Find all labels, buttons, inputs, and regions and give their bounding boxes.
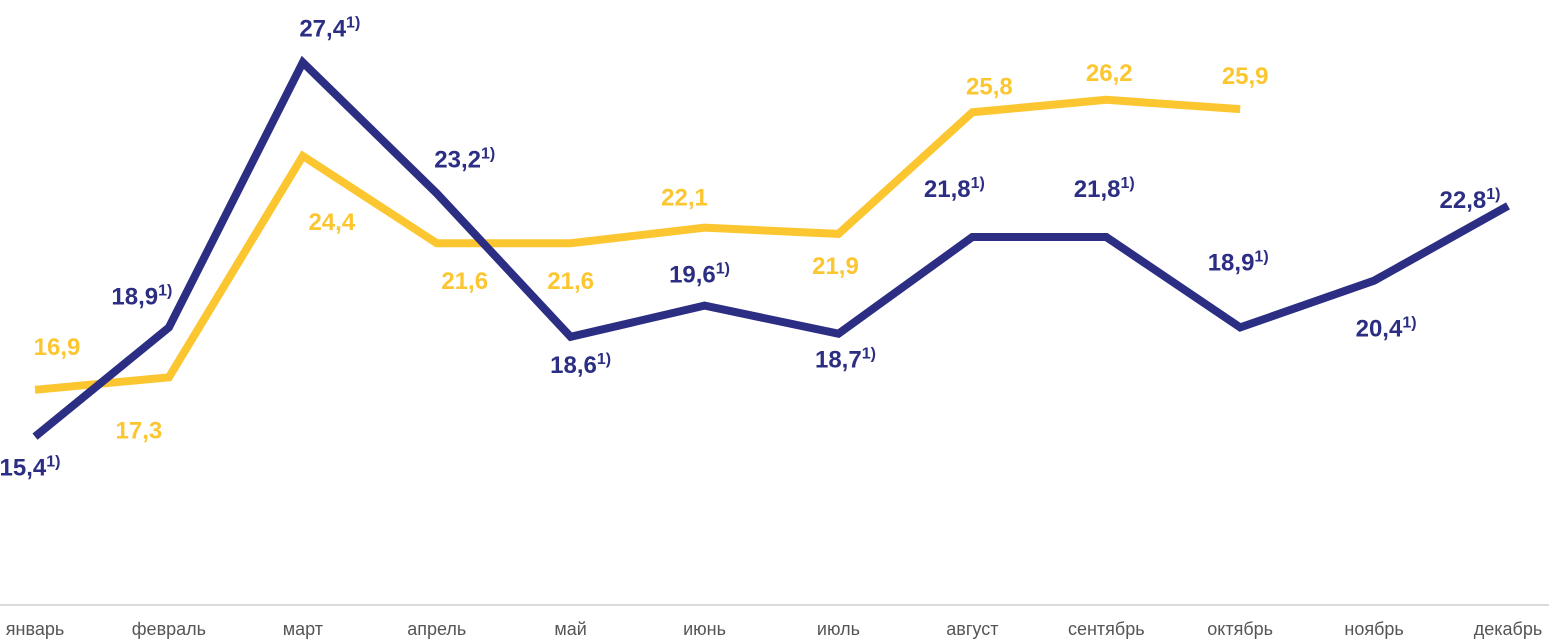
x-tick-label: июль	[817, 619, 860, 639]
value-label-text: 23,2	[434, 147, 481, 174]
footnote-mark: 1)	[716, 261, 730, 278]
footnote-mark: 1)	[971, 175, 985, 192]
value-label: 22,1	[661, 185, 708, 212]
value-label-text: 21,8	[924, 176, 971, 203]
value-label-text: 21,6	[547, 269, 594, 296]
value-label-text: 21,9	[812, 253, 859, 280]
footnote-mark: 1)	[1121, 175, 1135, 192]
value-label: 15,41)	[0, 454, 60, 482]
x-tick-label: январь	[6, 619, 64, 639]
footnote-mark: 1)	[1402, 315, 1416, 332]
x-tick-label: ноябрь	[1344, 619, 1403, 639]
value-label-text: 22,1	[661, 185, 708, 212]
x-tick-label: октябрь	[1207, 619, 1273, 639]
value-label: 22,81)	[1440, 186, 1501, 214]
value-label-text: 25,9	[1222, 63, 1269, 90]
value-label: 21,6	[547, 269, 594, 296]
value-label: 16,9	[34, 334, 81, 361]
x-tick-label: март	[283, 619, 323, 639]
x-tick-label: февраль	[132, 619, 206, 639]
value-label-text: 21,8	[1074, 176, 1121, 203]
value-label-text: 18,9	[111, 284, 158, 311]
value-label-text: 17,3	[116, 418, 163, 445]
footnote-mark: 1)	[158, 283, 172, 300]
value-label: 18,71)	[815, 346, 876, 374]
value-label: 20,41)	[1356, 315, 1417, 343]
value-label-text: 18,6	[550, 352, 597, 379]
value-label-text: 19,6	[669, 262, 716, 289]
x-tick-label: май	[554, 619, 586, 639]
value-label-text: 15,4	[0, 455, 47, 482]
x-tick-label: сентябрь	[1068, 619, 1145, 639]
value-label: 26,2	[1086, 60, 1133, 87]
footnote-mark: 1)	[1254, 249, 1268, 266]
footnote-mark: 1)	[862, 346, 876, 363]
value-label: 19,61)	[669, 261, 730, 289]
x-tick-label: август	[946, 619, 998, 639]
value-label: 18,91)	[111, 283, 172, 311]
series-line	[34, 95, 1241, 394]
value-label: 21,9	[812, 253, 859, 280]
value-label: 23,21)	[434, 146, 495, 174]
value-label: 17,3	[116, 418, 163, 445]
footnote-mark: 1)	[597, 351, 611, 368]
series-line	[32, 55, 1510, 440]
value-label: 18,61)	[550, 351, 611, 379]
value-label: 21,6	[441, 269, 488, 296]
value-label: 24,4	[308, 209, 355, 236]
footnote-mark: 1)	[346, 15, 360, 32]
value-label-text: 22,8	[1440, 187, 1487, 214]
value-label: 25,8	[966, 74, 1013, 101]
value-label: 18,91)	[1208, 249, 1269, 277]
x-tick-label: декабрь	[1474, 619, 1543, 639]
footnote-mark: 1)	[481, 146, 495, 163]
value-label-text: 24,4	[308, 209, 355, 236]
footnote-mark: 1)	[46, 454, 60, 471]
value-label: 21,81)	[924, 175, 985, 203]
value-label-text: 21,6	[441, 269, 488, 296]
value-label: 27,41)	[299, 15, 360, 43]
value-label-text: 27,4	[299, 16, 346, 43]
value-label-text: 16,9	[34, 334, 81, 361]
x-tick-label: июнь	[683, 619, 726, 639]
value-label-text: 20,4	[1356, 316, 1403, 343]
x-tick-label: апрель	[407, 619, 466, 639]
value-label-text: 25,8	[966, 74, 1013, 101]
value-label-text: 18,9	[1208, 250, 1255, 277]
value-label: 25,9	[1222, 63, 1269, 90]
value-label-text: 18,7	[815, 347, 862, 374]
footnote-mark: 1)	[1486, 186, 1500, 203]
value-label: 21,81)	[1074, 175, 1135, 203]
value-label-text: 26,2	[1086, 60, 1133, 87]
